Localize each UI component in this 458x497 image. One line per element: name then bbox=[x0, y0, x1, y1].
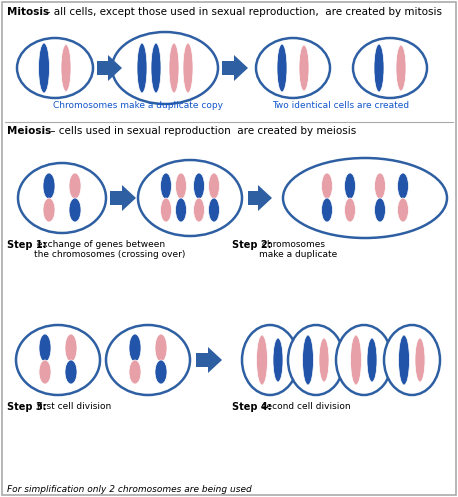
Text: – all cells, except those used in sexual reproduction,  are created by mitosis: – all cells, except those used in sexual… bbox=[42, 7, 442, 17]
Ellipse shape bbox=[208, 198, 219, 222]
Text: For simplification only 2 chromosomes are being used: For simplification only 2 chromosomes ar… bbox=[7, 485, 252, 494]
Text: Step 3:: Step 3: bbox=[7, 402, 47, 412]
Polygon shape bbox=[248, 185, 272, 211]
Text: first cell division: first cell division bbox=[34, 402, 111, 411]
Ellipse shape bbox=[384, 325, 440, 395]
Ellipse shape bbox=[193, 173, 205, 199]
Ellipse shape bbox=[375, 173, 386, 199]
Text: Meiosis: Meiosis bbox=[7, 126, 51, 136]
Ellipse shape bbox=[375, 198, 386, 222]
Ellipse shape bbox=[183, 43, 193, 93]
Polygon shape bbox=[110, 185, 136, 211]
Ellipse shape bbox=[106, 325, 190, 395]
Ellipse shape bbox=[398, 173, 409, 199]
Text: exchange of genes between
the chromosomes (crossing over): exchange of genes between the chromosome… bbox=[34, 240, 185, 259]
Ellipse shape bbox=[319, 338, 329, 382]
Ellipse shape bbox=[273, 338, 283, 382]
Polygon shape bbox=[196, 347, 222, 373]
Ellipse shape bbox=[302, 335, 313, 385]
Ellipse shape bbox=[283, 158, 447, 238]
Text: Step 4:: Step 4: bbox=[232, 402, 272, 412]
Polygon shape bbox=[97, 55, 122, 81]
Ellipse shape bbox=[61, 45, 71, 91]
Ellipse shape bbox=[69, 173, 81, 199]
Text: Two identical cells are created: Two identical cells are created bbox=[273, 101, 409, 110]
Ellipse shape bbox=[69, 198, 81, 222]
Ellipse shape bbox=[256, 38, 330, 98]
Ellipse shape bbox=[415, 338, 425, 382]
Ellipse shape bbox=[350, 335, 361, 385]
Ellipse shape bbox=[277, 44, 287, 92]
Ellipse shape bbox=[299, 45, 309, 91]
Text: Chromosomes make a duplicate copy: Chromosomes make a duplicate copy bbox=[53, 101, 223, 110]
Ellipse shape bbox=[18, 163, 106, 233]
Ellipse shape bbox=[175, 173, 186, 199]
Ellipse shape bbox=[137, 43, 147, 93]
Text: second cell division: second cell division bbox=[259, 402, 351, 411]
Text: Mitosis: Mitosis bbox=[7, 7, 49, 17]
Ellipse shape bbox=[65, 360, 77, 384]
Text: chromosomes
make a duplicate: chromosomes make a duplicate bbox=[259, 240, 337, 259]
Ellipse shape bbox=[175, 198, 186, 222]
Ellipse shape bbox=[129, 360, 141, 384]
Ellipse shape bbox=[17, 38, 93, 98]
Ellipse shape bbox=[138, 160, 242, 236]
Ellipse shape bbox=[43, 198, 55, 222]
Ellipse shape bbox=[322, 198, 333, 222]
Ellipse shape bbox=[65, 334, 77, 362]
Ellipse shape bbox=[242, 325, 298, 395]
Ellipse shape bbox=[336, 325, 392, 395]
Ellipse shape bbox=[344, 173, 355, 199]
Ellipse shape bbox=[151, 43, 161, 93]
Ellipse shape bbox=[398, 335, 409, 385]
Ellipse shape bbox=[112, 32, 218, 104]
Text: – cells used in sexual reproduction  are created by meiosis: – cells used in sexual reproduction are … bbox=[47, 126, 356, 136]
Ellipse shape bbox=[353, 38, 427, 98]
Ellipse shape bbox=[38, 43, 49, 93]
Ellipse shape bbox=[39, 334, 51, 362]
Ellipse shape bbox=[344, 198, 355, 222]
Ellipse shape bbox=[160, 173, 171, 199]
Ellipse shape bbox=[43, 173, 55, 199]
Ellipse shape bbox=[396, 45, 406, 91]
Ellipse shape bbox=[16, 325, 100, 395]
Ellipse shape bbox=[256, 335, 267, 385]
Ellipse shape bbox=[367, 338, 377, 382]
Ellipse shape bbox=[129, 334, 141, 362]
Ellipse shape bbox=[169, 43, 179, 93]
Ellipse shape bbox=[374, 44, 384, 92]
Ellipse shape bbox=[39, 360, 51, 384]
Polygon shape bbox=[222, 55, 248, 81]
Ellipse shape bbox=[322, 173, 333, 199]
Text: Step 2:: Step 2: bbox=[232, 240, 272, 250]
Ellipse shape bbox=[155, 334, 167, 362]
Ellipse shape bbox=[398, 198, 409, 222]
Ellipse shape bbox=[193, 198, 205, 222]
Text: Step 1:: Step 1: bbox=[7, 240, 47, 250]
Ellipse shape bbox=[155, 360, 167, 384]
Ellipse shape bbox=[288, 325, 344, 395]
Ellipse shape bbox=[208, 173, 219, 199]
Ellipse shape bbox=[160, 198, 171, 222]
